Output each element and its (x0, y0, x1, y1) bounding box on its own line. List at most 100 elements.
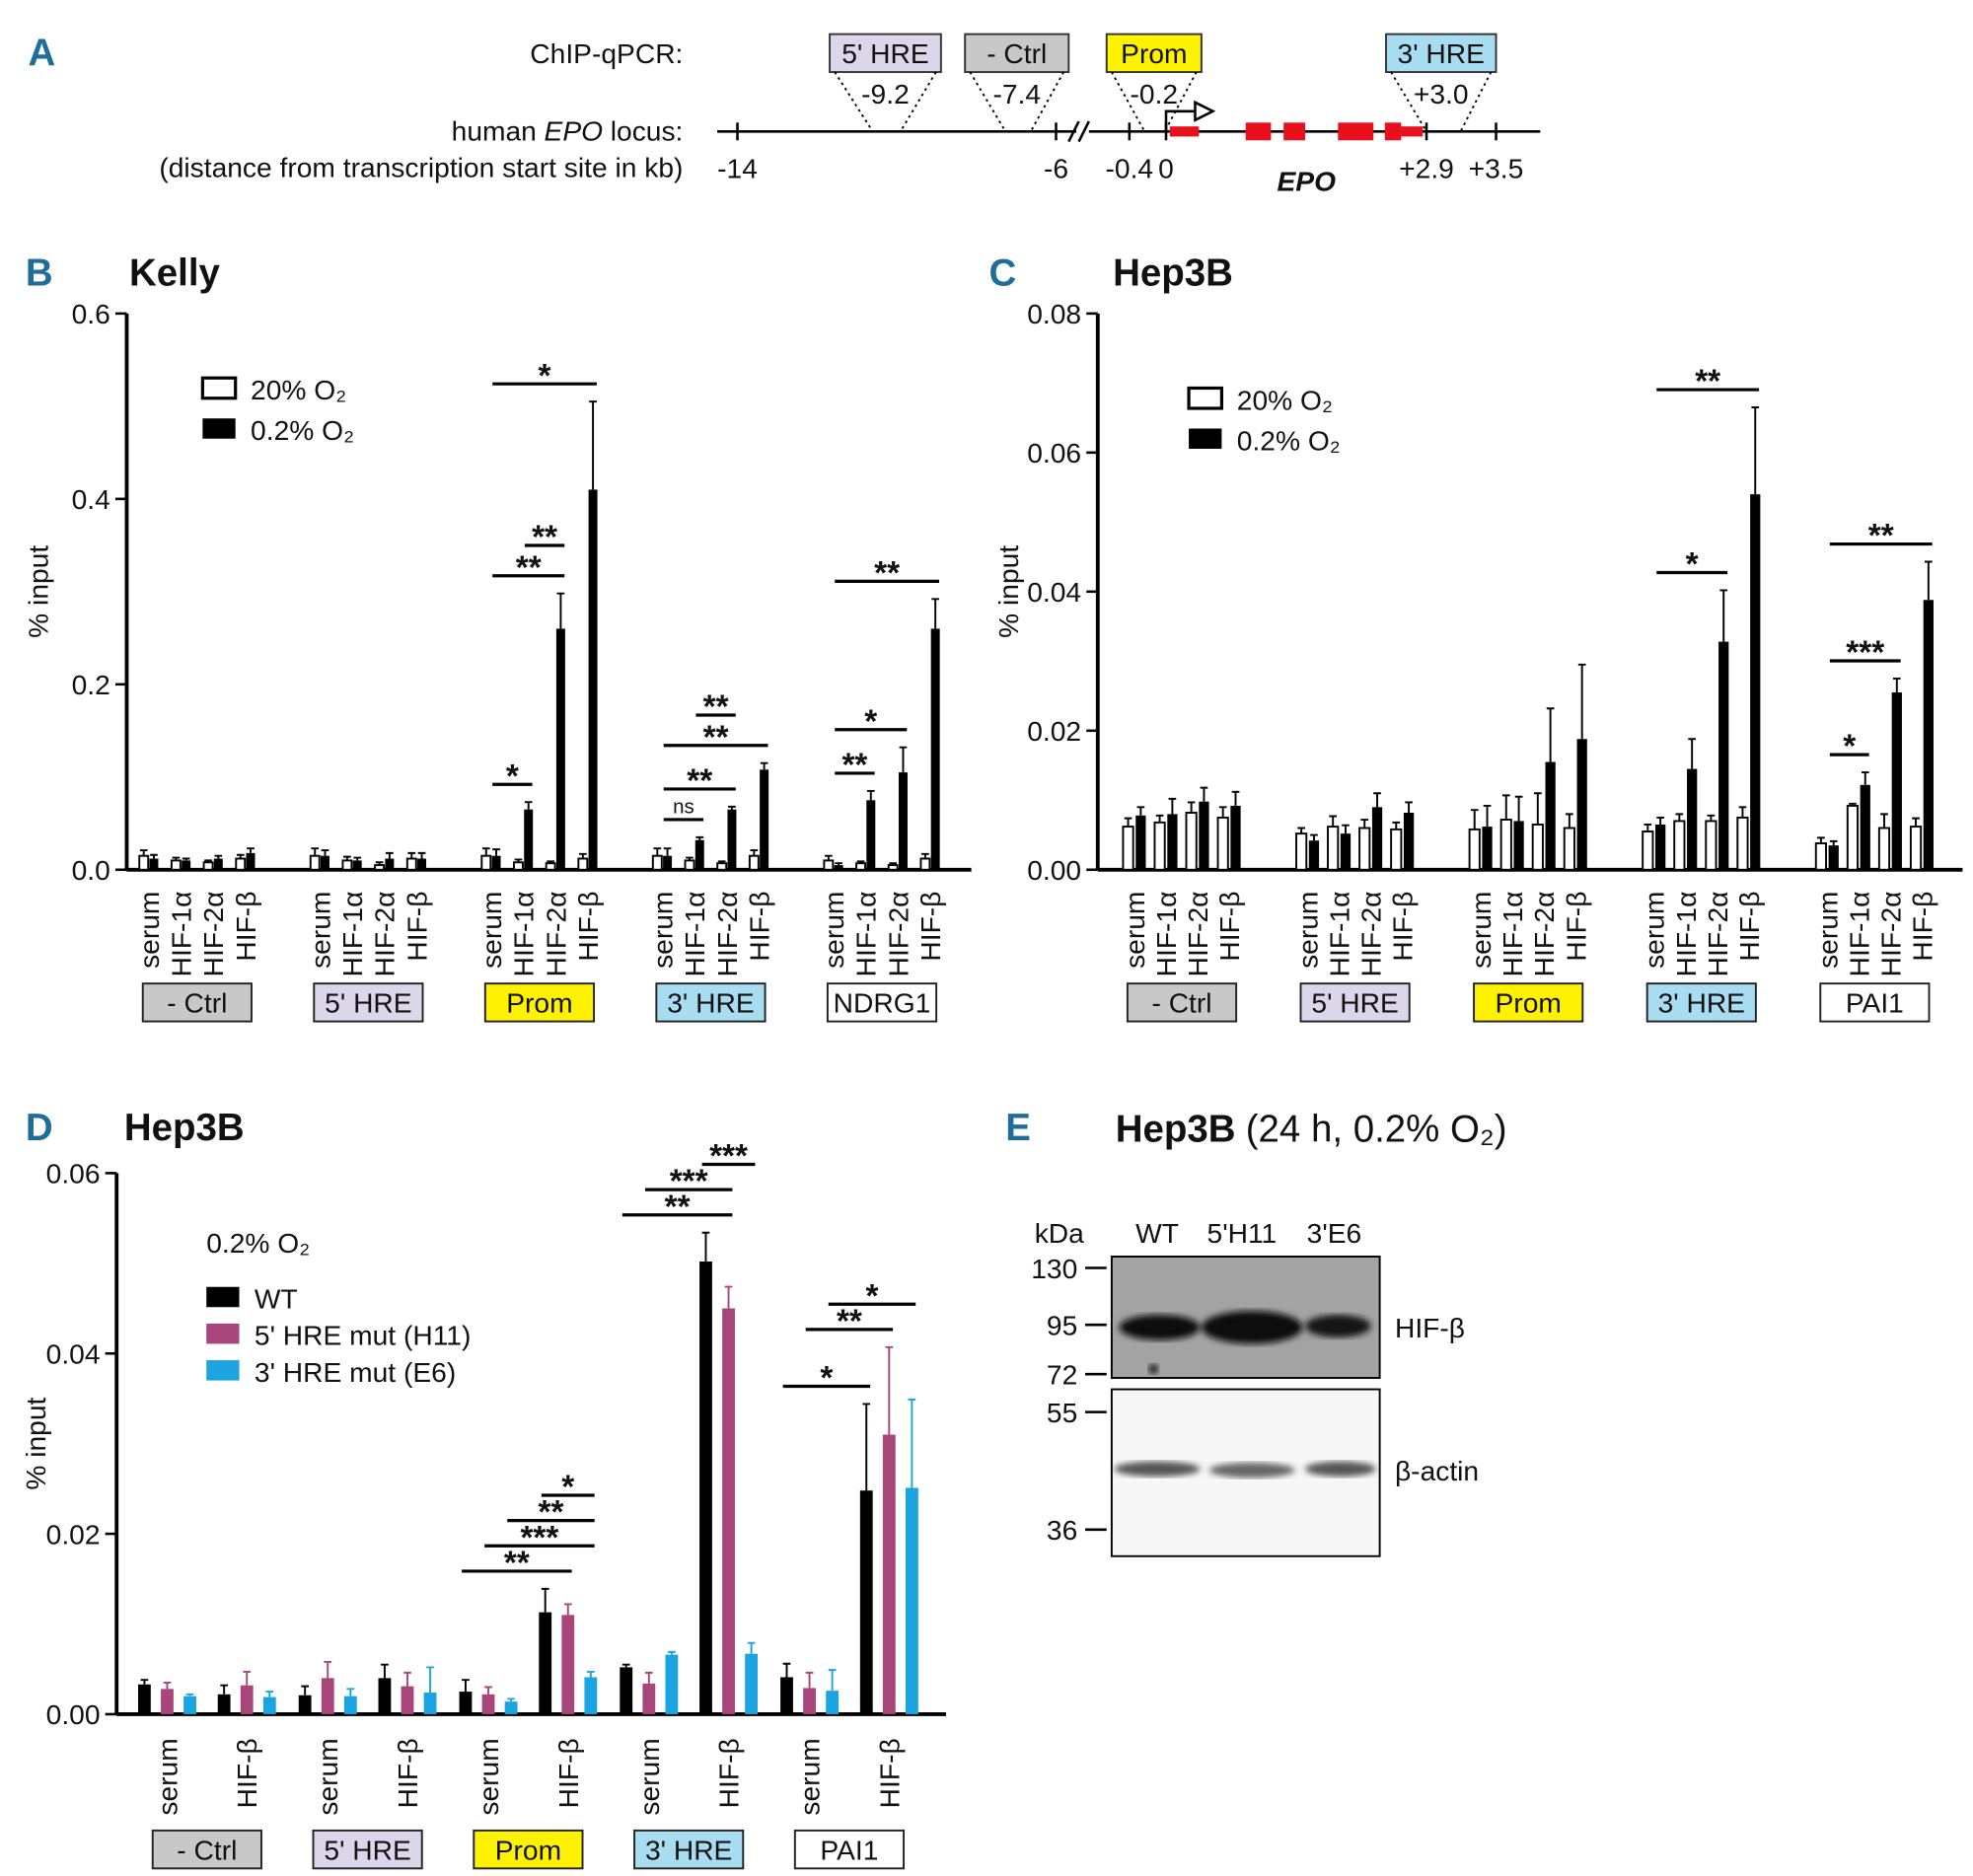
bar (1216, 816, 1229, 871)
bar (1122, 826, 1134, 871)
significance-label: * (864, 703, 877, 740)
bar (149, 858, 159, 870)
significance-label: * (506, 758, 519, 795)
region-box (964, 33, 1070, 74)
bar (491, 855, 501, 870)
group-label-box (1126, 982, 1238, 1023)
group-label-box (655, 982, 767, 1023)
bar (459, 1692, 473, 1714)
y-tick-label: 0.00 (1027, 854, 1081, 886)
group-label: Prom (506, 987, 572, 1019)
bar (1642, 830, 1654, 871)
lane-label: WT (1135, 1217, 1179, 1249)
marker-label: 55 (1047, 1397, 1077, 1428)
region-box (829, 33, 942, 74)
region-box (1385, 33, 1498, 74)
x-tick-label: serum (633, 1738, 665, 1815)
bar (665, 1654, 679, 1714)
x-tick-label: serum (794, 1738, 826, 1815)
bar (545, 862, 556, 871)
group-label: 3' HRE (1658, 987, 1745, 1019)
error-bar (1644, 824, 1652, 832)
region-label: - Ctrl (986, 37, 1047, 69)
lane-label: 5'H11 (1207, 1217, 1278, 1249)
error-bar (1483, 804, 1492, 828)
error-bar (908, 1398, 916, 1488)
significance-label: ** (703, 689, 729, 726)
legend-swatch (206, 1360, 240, 1381)
bar (513, 861, 524, 871)
bar (539, 1612, 552, 1714)
blot-title-main: Hep3B (1116, 1108, 1236, 1150)
error-bar (1829, 839, 1838, 846)
bar (866, 800, 876, 870)
error-bar (1566, 813, 1573, 829)
bar (378, 1678, 392, 1714)
significance-label: ** (1868, 518, 1894, 554)
error-bar (1136, 806, 1145, 816)
y-tick-label: 0.06 (46, 1158, 101, 1190)
bar (826, 1691, 840, 1714)
group-label: - Ctrl (167, 987, 227, 1019)
chart-title: Hep3B (124, 1107, 245, 1149)
error-bar (1533, 792, 1542, 825)
bar (262, 1696, 276, 1714)
error-bar (1738, 806, 1747, 818)
error-bar (782, 1662, 791, 1678)
error-bar (728, 805, 736, 810)
error-bar (563, 1603, 572, 1616)
group-label: - Ctrl (177, 1834, 237, 1865)
group-label: 3' HRE (667, 987, 754, 1019)
region-position: +3.0 (1414, 78, 1469, 109)
locus-label-part: human (452, 114, 537, 146)
bar (1468, 828, 1481, 871)
error-bar (1501, 794, 1510, 821)
error-bar (760, 761, 768, 770)
y-tick-label: 0.08 (1027, 298, 1081, 329)
bar (834, 865, 843, 870)
bar (138, 854, 150, 871)
bar (341, 859, 353, 871)
group-label: Prom (1496, 987, 1562, 1019)
legend-swatch (200, 376, 238, 400)
bar (1499, 819, 1512, 871)
bar (170, 859, 182, 871)
x-tick-label: HIF-1α (1670, 892, 1702, 977)
bar (405, 857, 417, 871)
group-label: NDRG1 (834, 987, 931, 1019)
error-bar (247, 847, 255, 853)
legend-swatch (202, 418, 236, 439)
significance-label: * (561, 1470, 574, 1506)
error-bar (321, 849, 329, 856)
bar (352, 860, 362, 870)
x-tick-label: HIF-2α (1702, 892, 1733, 977)
x-tick-label: HIF-2α (1182, 892, 1213, 977)
bar (577, 857, 589, 871)
error-bar (1329, 815, 1338, 828)
x-tick-label: HIF-β (231, 1738, 262, 1808)
bar (1545, 761, 1556, 870)
error-bar (507, 1697, 515, 1702)
x-tick-label: HIF-β (1906, 892, 1937, 962)
exon (1338, 122, 1374, 141)
region-connector (834, 71, 874, 132)
bar (859, 1490, 873, 1714)
x-tick-label: HIF-β (713, 1738, 745, 1808)
error-bar (724, 1285, 733, 1309)
x-tick-label: serum (475, 892, 507, 969)
x-tick-label: HIF-1α (850, 892, 882, 977)
legend-label: WT (255, 1283, 298, 1315)
error-bar (653, 847, 662, 856)
bar (855, 862, 866, 871)
bar (882, 1434, 896, 1714)
error-bar (185, 1693, 194, 1696)
bar (1153, 821, 1166, 871)
error-bar (1200, 786, 1208, 802)
y-tick-label: 0.6 (72, 298, 110, 329)
y-tick-label: 0.2 (72, 669, 110, 700)
locus-label-part: EPO (545, 114, 604, 146)
bar (240, 1685, 254, 1714)
error-bar (805, 1671, 814, 1689)
x-tick-label: HIF-1α (508, 892, 540, 977)
